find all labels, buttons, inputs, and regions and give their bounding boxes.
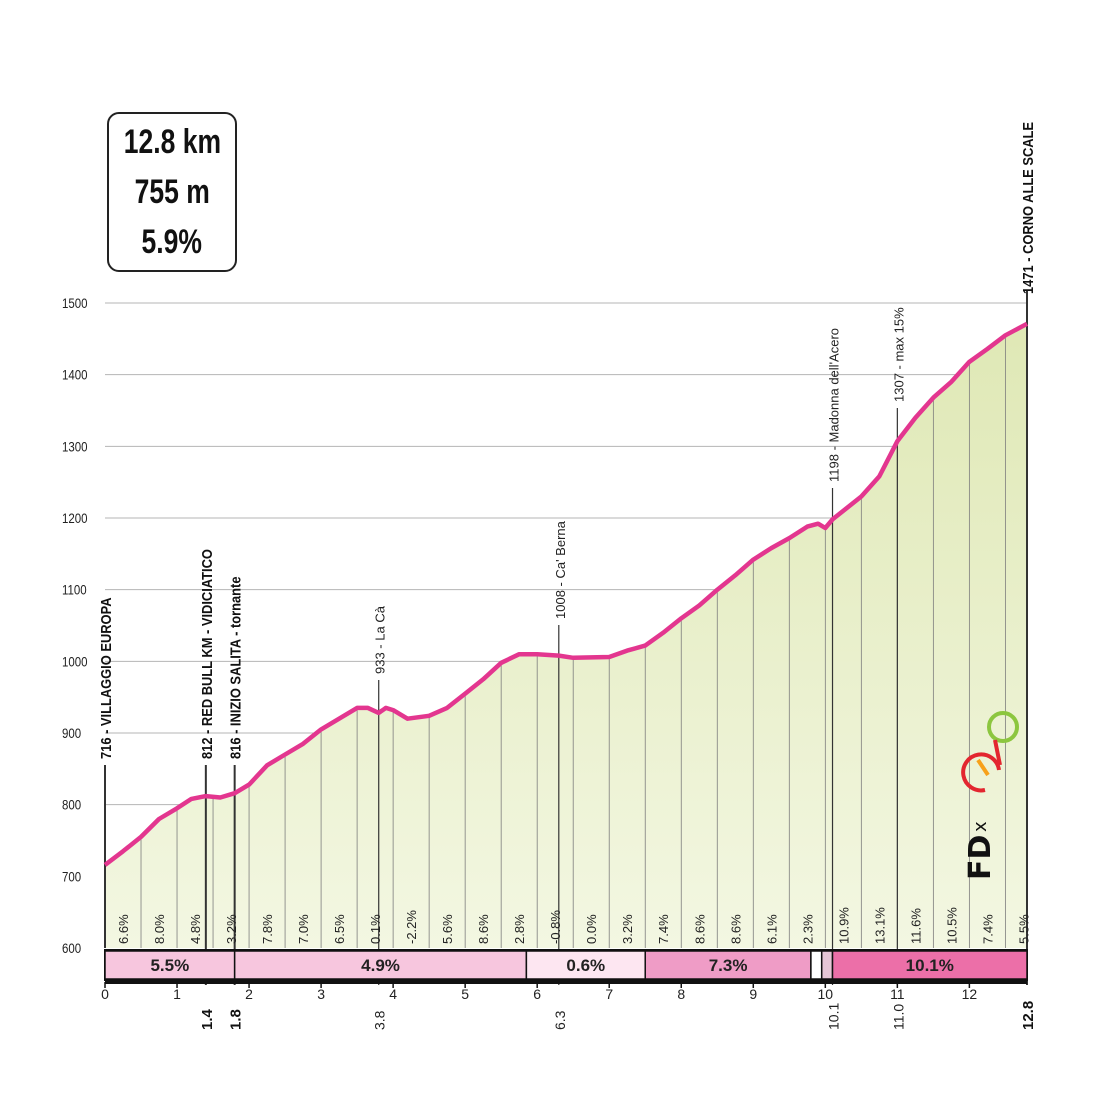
y-tick-label: 800 (62, 797, 81, 813)
gradient-label: 5.6% (440, 914, 455, 944)
y-tick-label: 900 (62, 725, 81, 741)
x-tick-label: 3 (317, 986, 325, 1002)
x-tick-label: 12 (962, 986, 978, 1002)
segment-gradient-label: 10.1% (906, 956, 954, 975)
x-tick-label: 11 (890, 986, 905, 1002)
gradient-label: 8.6% (728, 914, 743, 944)
gradient-label: 0.1% (368, 914, 383, 944)
logo-fd-mark: FD (963, 835, 998, 880)
poi-label: 812 - RED BULL KM - VIDICIATICO (198, 549, 215, 759)
segment-gradient-label: 7.3% (709, 956, 748, 975)
distance-value: 12.8 km (123, 123, 221, 161)
gradient-label: 2.8% (512, 914, 527, 944)
gradient-label: 6.1% (764, 914, 779, 944)
y-tick-label: 600 (62, 940, 81, 956)
gradient-labels: 6.6% 8.0% 4.8% 3.2% 7.8% 7.0% 6.5% 0.1% -2.2% 5.6… (116, 907, 1031, 944)
poi-label: 1471 - CORNO ALLE SCALE (1019, 122, 1036, 294)
poi-label: 1307 - max 15% (891, 307, 906, 402)
x-tick-label: 0 (101, 986, 109, 1002)
y-tick-label: 1400 (62, 367, 88, 383)
poi-leader-lines (104, 290, 1028, 985)
gradient-segment (233, 950, 528, 980)
gradient-label: 6.6% (116, 914, 131, 944)
poi-km-label: 6.3 (552, 1010, 568, 1030)
gradient-label: 7.4% (980, 914, 995, 944)
x-tick-label: 10 (818, 986, 834, 1002)
poi-km-label: 10.1 (826, 1003, 842, 1030)
gradient-label: 3.2% (620, 914, 635, 944)
logo-red-stroke (993, 739, 1002, 766)
gradient-label: 7.8% (260, 914, 275, 944)
poi-label: 1198 - Madonna dell'Acero (827, 328, 842, 482)
km-dividers (140, 335, 1006, 948)
elevation-gain-value: 755 m (134, 173, 210, 211)
poi-label: 716 - VILLAGGIO EUROPA (97, 597, 114, 759)
gradient-label: 8.6% (476, 914, 491, 944)
gradient-label: 6.5% (332, 914, 347, 944)
x-tick-label: 8 (677, 986, 685, 1002)
logo-x-mark: x (970, 821, 991, 832)
logo-orange-stroke (976, 758, 990, 777)
gradient-label: 5.5% (1016, 914, 1031, 944)
poi-label: 816 - INIZIO SALITA - tornante (227, 576, 244, 759)
y-tick-label: 1100 (62, 582, 87, 598)
segment-gradient-label: 4.9% (361, 956, 400, 975)
gradient-label: -2.2% (404, 910, 419, 944)
y-tick-label: 1000 (62, 653, 88, 669)
x-tick-label: 6 (533, 986, 541, 1002)
summary-box: 12.8 km 755 m 5.9% (107, 112, 237, 272)
avg-gradient-value: 5.9% (141, 223, 203, 261)
x-tick-label: 2 (245, 986, 253, 1002)
gradient-label: 0.0% (584, 914, 599, 944)
logo-mark: FD x (963, 821, 998, 880)
gradient-label: 8.6% (692, 914, 707, 944)
profile-line (103, 321, 1029, 867)
gradient-label: 10.5% (944, 907, 959, 944)
y-tick-label: 700 (62, 868, 81, 884)
gradient-label: 10.9% (836, 907, 851, 944)
gradient-label: 2.3% (800, 914, 815, 944)
y-tick-label: 1200 (62, 510, 88, 526)
x-tick-label: 9 (749, 986, 757, 1002)
segment-gradient-label: 5.5% (150, 956, 189, 975)
points-of-interest: 716 - VILLAGGIO EUROPA 812 - RED BULL KM … (97, 122, 1037, 1030)
gradient-label: 7.0% (296, 914, 311, 944)
x-axis: 0 1 2 3 4 5 6 7 8 9 10 11 12 (101, 982, 977, 1002)
gradient-label: 7.4% (656, 914, 671, 944)
poi-label: 933 - La Cà (373, 605, 388, 674)
gradient-segment (831, 950, 1028, 980)
gradient-segment-bar: 5.5% 4.9% 0.6% 7.3% 10.1% (104, 949, 1028, 984)
y-tick-label: 1500 (62, 295, 88, 311)
logo-green-ring (987, 711, 1019, 743)
logo-red-arc (961, 752, 1001, 793)
segment-gradient-label: 0.6% (566, 956, 605, 975)
gradient-label: 13.1% (872, 907, 887, 944)
poi-km-label: 1.8 (228, 1009, 245, 1030)
gradient-label: -0.8% (548, 910, 563, 944)
x-tick-label: 4 (389, 986, 397, 1002)
gradient-label: 4.8% (188, 914, 203, 944)
x-tick-label: 5 (461, 986, 469, 1002)
gradient-segment (810, 950, 823, 980)
gradient-label: 11.6% (908, 908, 923, 944)
poi-km-label: 1.4 (199, 1008, 216, 1030)
y-tick-label: 1300 (62, 438, 88, 454)
brand-logo: FD x (961, 711, 1019, 880)
profile-area (105, 323, 1027, 948)
gradient-segment (104, 950, 236, 980)
gradient-label: 3.2% (224, 914, 239, 944)
gradient-segment (820, 950, 834, 980)
poi-km-label: 11.0 (890, 1004, 906, 1030)
poi-km-label: 12.8 (1020, 1001, 1037, 1030)
poi-label: 1008 - Ca' Berna (553, 520, 568, 619)
gradient-label: 8.0% (152, 914, 167, 944)
x-tick-label: 7 (605, 986, 613, 1002)
x-tick-label: 1 (173, 986, 181, 1002)
poi-km-label: 3.8 (372, 1010, 388, 1030)
